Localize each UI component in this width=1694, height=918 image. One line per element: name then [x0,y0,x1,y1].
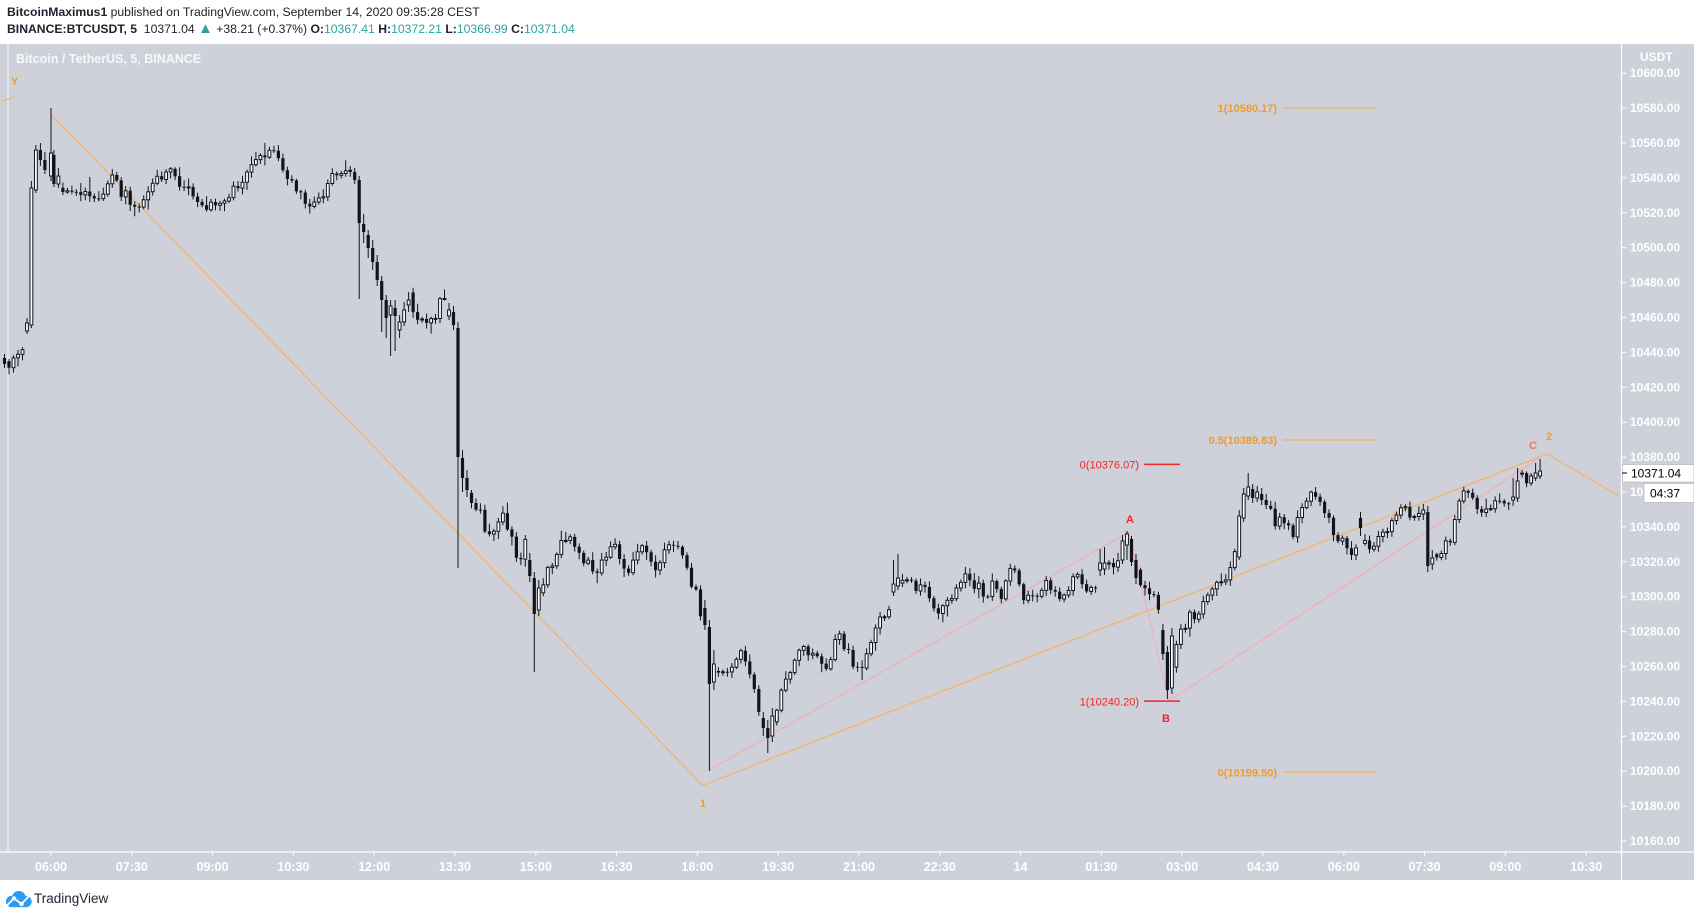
svg-text:07:30: 07:30 [116,860,148,874]
svg-text:09:00: 09:00 [1489,860,1521,874]
svg-text:1(10240.20): 1(10240.20) [1080,697,1139,709]
svg-text:14: 14 [1014,860,1028,874]
svg-text:Y: Y [11,76,19,88]
svg-text:22:30: 22:30 [924,860,956,874]
svg-text:10160.00: 10160.00 [1630,834,1680,848]
svg-text:21:00: 21:00 [843,860,875,874]
svg-text:10300.00: 10300.00 [1630,590,1680,604]
svg-text:10580.00: 10580.00 [1630,101,1680,115]
svg-text:19:30: 19:30 [762,860,794,874]
svg-text:10460.00: 10460.00 [1630,311,1680,325]
svg-text:0(10199.50): 0(10199.50) [1218,768,1278,780]
svg-text:10260.00: 10260.00 [1630,660,1680,674]
svg-text:13:30: 13:30 [439,860,471,874]
svg-text:10420.00: 10420.00 [1630,380,1680,394]
svg-text:2: 2 [1546,431,1552,443]
svg-text:06:00: 06:00 [1328,860,1360,874]
svg-text:10340.00: 10340.00 [1630,520,1680,534]
svg-text:10200.00: 10200.00 [1630,764,1680,778]
svg-text:16:30: 16:30 [601,860,633,874]
svg-text:C: C [1529,440,1537,452]
svg-text:03:00: 03:00 [1166,860,1198,874]
svg-text:10540.00: 10540.00 [1630,171,1680,185]
svg-text:10320.00: 10320.00 [1630,555,1680,569]
svg-text:B: B [1162,713,1170,725]
svg-text:10520.00: 10520.00 [1630,206,1680,220]
svg-text:10:30: 10:30 [277,860,309,874]
svg-text:01:30: 01:30 [1085,860,1117,874]
svg-text:10:30: 10:30 [1570,860,1602,874]
svg-text:10380.00: 10380.00 [1630,450,1680,464]
svg-text:1(10580.17): 1(10580.17) [1218,103,1278,115]
svg-text:10600.00: 10600.00 [1630,66,1680,80]
svg-text:12:00: 12:00 [358,860,390,874]
svg-text:09:00: 09:00 [197,860,229,874]
svg-text:0.5(10389.83): 0.5(10389.83) [1209,435,1278,447]
svg-text:04:30: 04:30 [1247,860,1279,874]
svg-text:18:00: 18:00 [681,860,713,874]
svg-text:04:37: 04:37 [1650,487,1680,501]
svg-text:1: 1 [700,798,706,810]
svg-text:USDT: USDT [1640,50,1673,64]
svg-text:15:00: 15:00 [520,860,552,874]
svg-text:10400.00: 10400.00 [1630,415,1680,429]
svg-text:10371.04: 10371.04 [1631,467,1681,481]
svg-text:06:00: 06:00 [35,860,67,874]
svg-text:07:30: 07:30 [1409,860,1441,874]
svg-text:10240.00: 10240.00 [1630,694,1680,708]
svg-text:10480.00: 10480.00 [1630,276,1680,290]
svg-text:10500.00: 10500.00 [1630,241,1680,255]
svg-text:10280.00: 10280.00 [1630,625,1680,639]
svg-text:0(10376.07): 0(10376.07) [1080,460,1139,472]
svg-text:10180.00: 10180.00 [1630,799,1680,813]
svg-text:10440.00: 10440.00 [1630,345,1680,359]
svg-text:10220.00: 10220.00 [1630,729,1680,743]
svg-text:Bitcoin / TetherUS, 5, BINANCE: Bitcoin / TetherUS, 5, BINANCE [16,52,201,66]
svg-text:A: A [1126,514,1134,526]
svg-text:10560.00: 10560.00 [1630,136,1680,150]
